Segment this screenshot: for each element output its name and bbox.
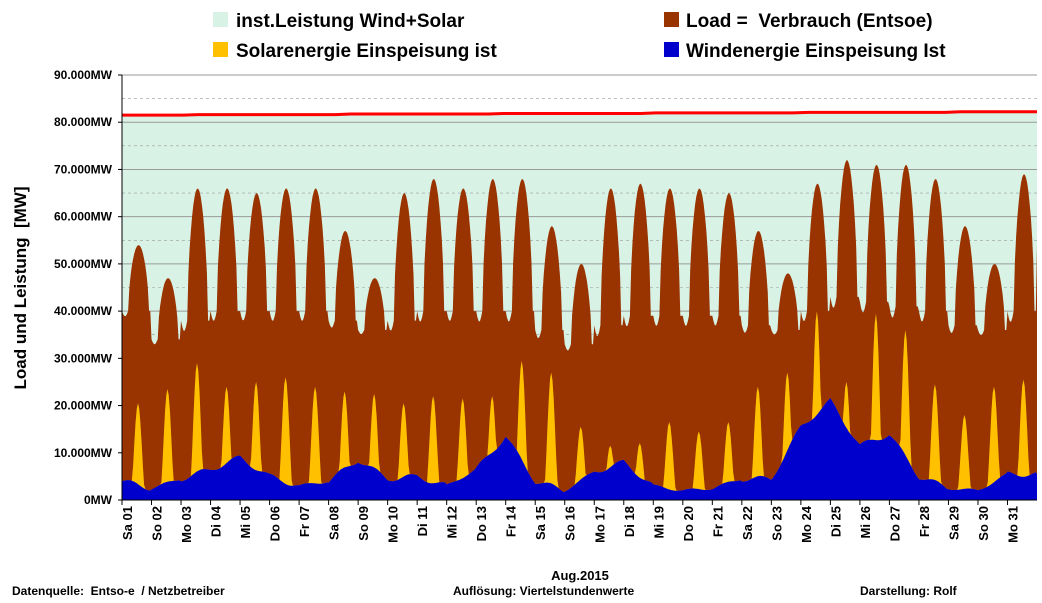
x-tick-label: Do 27 [887, 506, 902, 541]
x-tick-label: Mo 31 [1006, 506, 1021, 543]
x-tick-label: Di 18 [622, 506, 637, 537]
x-tick-label: Do 13 [474, 506, 489, 541]
footer-author: Darstellung: Rolf [860, 584, 958, 598]
y-tick-label: 80.000MW [54, 115, 113, 129]
footer-resolution: Auflösung: Viertelstundenwerte [453, 584, 634, 598]
x-tick-label: Fr 21 [710, 506, 725, 537]
y-tick-label: 20.000MW [54, 399, 113, 413]
x-tick-label: Fr 28 [917, 506, 932, 537]
x-tick-label: Mo 10 [386, 506, 401, 543]
y-tick-label: 60.000MW [54, 210, 113, 224]
y-tick-label: 70.000MW [54, 162, 113, 176]
plot-area [121, 74, 1037, 501]
legend-swatch-capacity [213, 12, 228, 27]
legend-label-wind: Windenergie Einspeisung Ist [686, 41, 946, 62]
x-axis-title: Aug.2015 [551, 568, 609, 583]
x-tick-label: Mi 26 [858, 506, 873, 539]
x-tick-label: Di 25 [828, 506, 843, 537]
x-tick-label: Di 11 [415, 506, 430, 536]
y-tick-label: 0MW [84, 493, 113, 507]
x-tick-label: So 23 [769, 506, 784, 541]
legend-label-capacity: inst.Leistung Wind+Solar [236, 11, 465, 32]
x-tick-label: Fr 14 [504, 505, 519, 537]
legend-label-solar: Solarenergie Einspeisung ist [236, 41, 497, 62]
x-tick-label: Mi 19 [651, 506, 666, 539]
legend-swatch-wind [664, 42, 679, 57]
x-tick-label: Mo 17 [592, 506, 607, 543]
x-tick-label: So 02 [150, 506, 165, 541]
x-tick-label: Mi 12 [445, 506, 460, 539]
y-tick-labels: 0MW 10.000MW 20.000MW 30.000MW 40.000MW 50.00… [54, 68, 122, 507]
y-tick-label: 40.000MW [54, 304, 113, 318]
x-tick-label: So 09 [356, 506, 371, 541]
x-tick-label: So 16 [563, 506, 578, 541]
x-tick-label: Sa 22 [740, 506, 755, 540]
wind-area [122, 398, 1037, 500]
x-tick-label: Sa 15 [533, 506, 548, 540]
legend-swatch-solar [213, 42, 228, 57]
legend-swatch-load [664, 12, 679, 27]
x-tick-label: Mo 03 [179, 506, 194, 543]
x-tick-label: Fr 07 [297, 506, 312, 537]
x-tick-label: So 30 [976, 506, 991, 541]
y-tick-label: 10.000MW [54, 446, 113, 460]
x-tick-label: Do 20 [681, 506, 696, 541]
x-tick-label: Sa 08 [327, 506, 342, 540]
y-tick-label: 90.000MW [54, 68, 113, 82]
load-area [122, 160, 1037, 500]
x-tick-label: Mi 05 [238, 506, 253, 539]
y-axis-title: Load und Leistung [MW] [11, 186, 30, 389]
x-tick-label: Sa 01 [120, 506, 135, 540]
capacity-line [122, 110, 1037, 117]
x-tick-label: Do 06 [268, 506, 283, 541]
legend: inst.Leistung Wind+Solar Load = Verbrauc… [213, 11, 946, 62]
legend-label-load: Load = Verbrauch (Entsoe) [686, 11, 933, 32]
x-tick-labels: Sa 01 So 02 Mo 03 Di 04 Mi 05 Do 06 Fr 07 Sa 08… [120, 500, 1021, 543]
x-tick-label: Mo 24 [799, 505, 814, 543]
footer-source: Datenquelle: Entso-e / Netzbetreiber [12, 584, 225, 598]
x-tick-label: Di 04 [209, 505, 224, 537]
x-tick-label: Sa 29 [947, 506, 962, 540]
y-tick-label: 30.000MW [54, 351, 113, 365]
y-tick-label: 50.000MW [54, 257, 113, 271]
